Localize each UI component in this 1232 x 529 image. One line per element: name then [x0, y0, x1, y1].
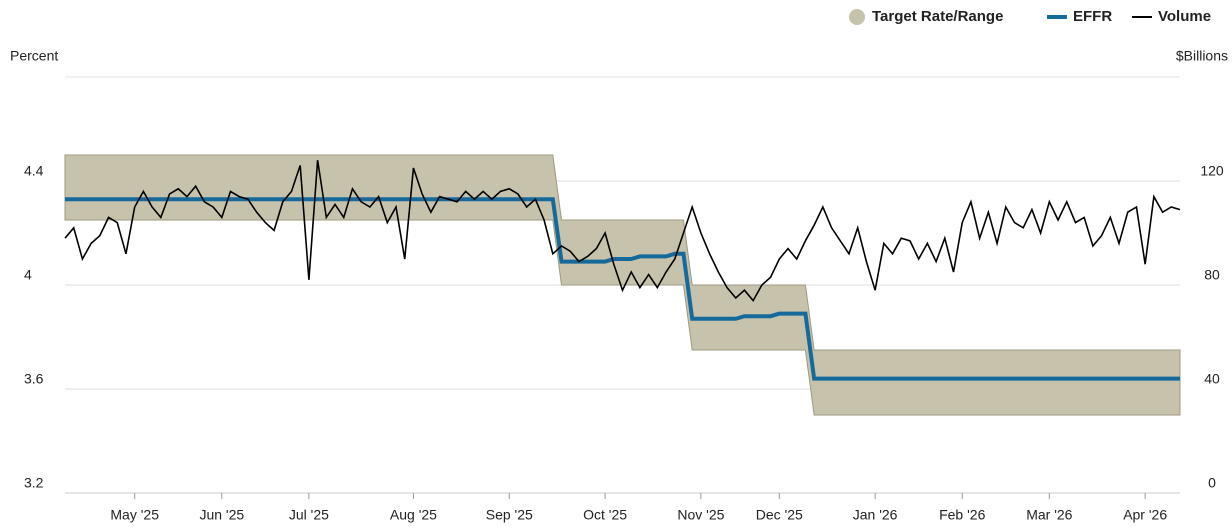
x-tick-label: Feb '26 [939, 507, 985, 523]
legend-label: Volume [1158, 8, 1211, 25]
x-tick-label: Jul '25 [289, 507, 329, 523]
legend-label: EFFR [1073, 8, 1112, 25]
y2-tick-label: 0 [1208, 475, 1216, 491]
y-tick-label: 4.4 [24, 163, 44, 179]
y-tick-label: 4 [24, 267, 32, 283]
x-tick-label: Sep '25 [486, 507, 533, 523]
y2-tick-label: 120 [1200, 163, 1224, 179]
x-tick-label: Mar '26 [1026, 507, 1072, 523]
x-tick-label: Nov '25 [677, 507, 724, 523]
y-tick-label: 3.6 [24, 371, 44, 387]
x-tick-label: May '25 [110, 507, 159, 523]
x-tick-label: Apr '26 [1123, 507, 1167, 523]
y2-tick-label: 40 [1204, 371, 1220, 387]
x-tick-label: Dec '25 [756, 507, 803, 523]
y-axis-title: Percent [10, 48, 58, 64]
target-range-area [64, 154, 1181, 416]
y2-axis-title: $Billions [1176, 48, 1228, 64]
legend-label: Target Rate/Range [872, 8, 1003, 25]
x-tick-label: Aug '25 [390, 507, 437, 523]
legend-swatch [849, 9, 865, 25]
y2-tick-label: 80 [1204, 267, 1220, 283]
x-tick-label: Jan '26 [853, 507, 898, 523]
effr-line [65, 197, 1180, 381]
y-tick-label: 3.2 [24, 475, 44, 491]
volume-line [64, 160, 1181, 303]
x-tick-label: Oct '25 [583, 507, 627, 523]
x-tick-label: Jun '25 [199, 507, 244, 523]
